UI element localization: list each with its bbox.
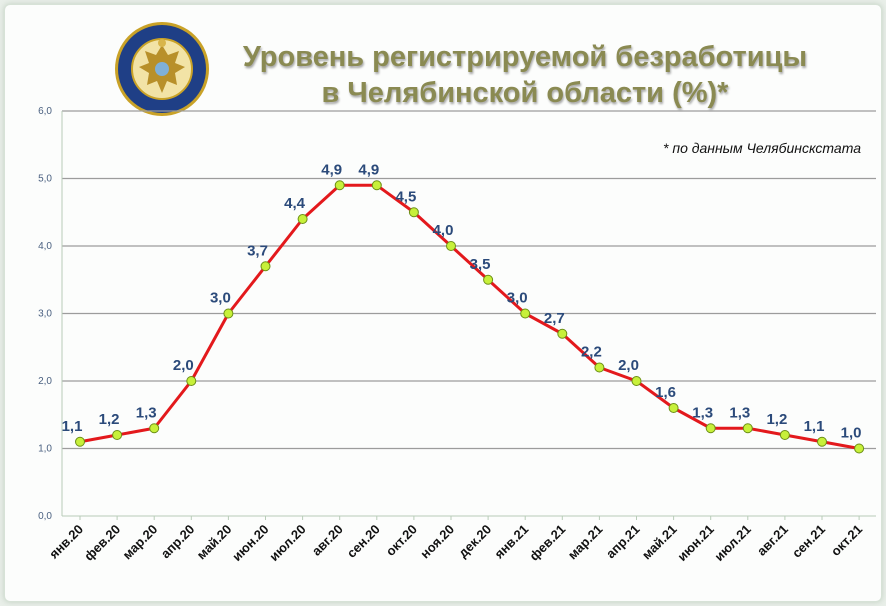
data-label: 4,9 bbox=[358, 161, 379, 178]
data-label: 3,5 bbox=[470, 256, 491, 273]
data-point bbox=[446, 241, 456, 251]
source-footnote: * по данным Челябинскстата bbox=[663, 140, 861, 156]
data-label: 1,6 bbox=[655, 384, 676, 401]
x-tick-label: апр.21 bbox=[603, 522, 643, 562]
data-label: 2,7 bbox=[544, 310, 565, 327]
data-point bbox=[186, 376, 197, 386]
x-tick-label: июн.20 bbox=[229, 522, 271, 564]
data-point bbox=[742, 423, 753, 434]
data-label: 1,1 bbox=[804, 418, 825, 435]
y-tick-label: 5,0 bbox=[38, 174, 52, 185]
x-tick-label: апр.20 bbox=[158, 522, 198, 562]
data-point bbox=[779, 430, 790, 440]
data-labels: 1,1 1,2 1,3 2,0 3,0 3,7 4,4 4,9 4,9 4,5 4,0 3,5 3,0 2… bbox=[62, 161, 862, 441]
x-tick-label: авг.20 bbox=[309, 522, 346, 559]
data-point bbox=[297, 214, 308, 224]
data-point bbox=[408, 207, 419, 218]
data-label: 1,3 bbox=[692, 404, 713, 421]
emblem-icon bbox=[115, 22, 209, 116]
chart-frame: Уровень регистрируемой безработицы в Чел… bbox=[4, 4, 882, 602]
x-tick-label: фев.20 bbox=[81, 522, 123, 564]
data-point bbox=[149, 423, 160, 434]
x-tick-label: мар.20 bbox=[120, 522, 161, 563]
data-label: 2,0 bbox=[173, 357, 194, 374]
data-label: 1,3 bbox=[136, 404, 157, 421]
y-tick-label: 6,0 bbox=[38, 106, 52, 117]
y-tick-label: 3,0 bbox=[38, 309, 52, 320]
x-tick-label: янв.21 bbox=[491, 522, 531, 562]
data-label: 4,4 bbox=[284, 195, 306, 212]
series-unemployment bbox=[75, 180, 865, 454]
data-label: 1,1 bbox=[62, 418, 83, 435]
x-tick-label: мар.21 bbox=[565, 522, 606, 563]
x-tick-label: дек.20 bbox=[455, 522, 494, 561]
data-point bbox=[75, 436, 85, 447]
y-tick-label: 2,0 bbox=[38, 376, 52, 387]
y-tick-label: 4,0 bbox=[38, 241, 52, 252]
y-axis: 0,0 1,0 2,0 3,0 4,0 5,0 6,0 bbox=[38, 106, 63, 522]
data-label: 1,2 bbox=[766, 411, 787, 428]
x-tick-label: авг.21 bbox=[754, 522, 791, 559]
x-tick-label: ноя.20 bbox=[417, 522, 457, 562]
data-label: 4,9 bbox=[321, 161, 342, 178]
gridlines bbox=[62, 110, 876, 450]
data-label: 2,2 bbox=[581, 344, 602, 361]
data-point bbox=[483, 274, 494, 285]
x-tick-label: май.20 bbox=[194, 522, 235, 563]
data-label: 3,7 bbox=[247, 242, 268, 259]
data-label: 2,0 bbox=[618, 357, 639, 374]
x-tick-label: сен.21 bbox=[789, 522, 828, 561]
data-point bbox=[223, 308, 234, 319]
x-tick-label: июн.21 bbox=[674, 522, 716, 564]
data-point bbox=[594, 362, 605, 373]
data-label: 1,2 bbox=[99, 411, 120, 428]
y-tick-label: 0,0 bbox=[38, 511, 52, 522]
x-tick-label: сен.20 bbox=[344, 522, 383, 561]
title-line-1: Уровень регистрируемой безработицы bbox=[242, 41, 808, 73]
data-label: 3,0 bbox=[507, 290, 528, 307]
y-tick-label: 1,0 bbox=[38, 444, 52, 455]
chart-title: Уровень регистрируемой безработицы в Чел… bbox=[195, 39, 855, 111]
x-axis: янв.20фев.20мар.20апр.20май.20июн.20июл.… bbox=[46, 515, 876, 565]
x-tick-label: июл.20 bbox=[266, 522, 309, 565]
data-point bbox=[334, 180, 345, 191]
data-label: 1,0 bbox=[841, 425, 862, 442]
data-point bbox=[557, 328, 568, 339]
data-label: 1,3 bbox=[729, 404, 750, 421]
data-label: 3,0 bbox=[210, 290, 231, 307]
data-point bbox=[854, 443, 865, 454]
title-line-2: в Челябинской области (%)* bbox=[321, 77, 729, 109]
data-point bbox=[817, 436, 827, 447]
x-tick-label: июл.21 bbox=[711, 522, 754, 565]
data-point bbox=[260, 261, 271, 272]
data-point bbox=[705, 423, 716, 434]
data-point bbox=[520, 308, 531, 319]
data-point bbox=[631, 376, 642, 386]
data-label: 4,0 bbox=[433, 222, 454, 239]
x-tick-label: май.21 bbox=[639, 522, 680, 563]
x-tick-label: окт.21 bbox=[828, 522, 865, 559]
data-point bbox=[112, 430, 123, 440]
x-tick-label: фев.21 bbox=[526, 522, 568, 564]
x-tick-label: янв.20 bbox=[46, 522, 86, 562]
data-label: 4,5 bbox=[395, 188, 416, 205]
data-point bbox=[668, 403, 679, 413]
data-point bbox=[371, 180, 382, 191]
x-tick-label: окт.20 bbox=[383, 522, 420, 559]
series-line bbox=[79, 183, 860, 450]
